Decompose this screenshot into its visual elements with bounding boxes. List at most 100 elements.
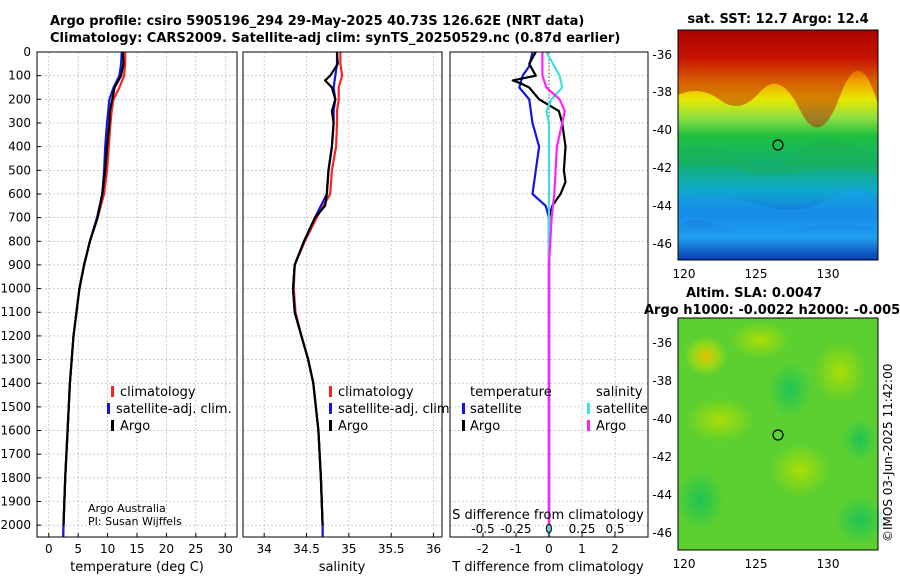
sst-map: sat. SST: 12.7 Argo: 12.4 120 125 130 -3… (652, 12, 879, 281)
y-tick-label: 0 (23, 45, 31, 59)
y-tick-label: 1800 (0, 471, 31, 485)
y-tick-label: 600 (8, 187, 31, 201)
s-difference-x-ticks: -0.5 -0.25 0 0.25 0.5 (471, 522, 624, 536)
float-position-marker (772, 429, 784, 441)
sst-ytick: -38 (652, 85, 672, 99)
header-line-2: Climatology: CARS2009. Satellite-adj cli… (50, 31, 621, 46)
x-tick-label: 35 (341, 542, 356, 556)
x-tick-label: -1 (510, 542, 522, 556)
sst-mid-band (678, 139, 878, 176)
sla-ytick: -46 (652, 526, 672, 540)
s-tick-label: 0.25 (569, 522, 596, 536)
legend-climatology-swatch (329, 386, 332, 397)
sla-xtick: 120 (673, 557, 696, 571)
legend-t-satellite-label: satellite (470, 402, 522, 417)
x-tick-label: 1 (578, 542, 586, 556)
y-tick-label: 1100 (0, 305, 31, 319)
x-tick-label: 36 (426, 542, 441, 556)
temperature-curves (62, 51, 127, 538)
y-tick-label: 1900 (0, 495, 31, 509)
legend-t-argo-label: Argo (470, 419, 500, 434)
salinity-x-label: salinity (319, 560, 366, 575)
s-tick-label: 0 (545, 522, 553, 536)
legend-argo-swatch (329, 420, 332, 431)
legend-temperature-title: temperature (470, 385, 552, 400)
series-line-argo (62, 51, 125, 526)
legend-satellite-swatch (329, 403, 332, 414)
legend-climatology-label: climatology (338, 385, 414, 400)
x-tick-label: 5 (74, 542, 82, 556)
sla-map-ticks: 120 125 130 -36 -38 -40 -42 -44 -46 (652, 336, 839, 571)
x-tick-label: 34.5 (293, 542, 320, 556)
sst-ytick: -46 (652, 237, 672, 251)
legend-t-argo-swatch (462, 420, 465, 431)
sla-xtick: 130 (817, 557, 840, 571)
legend-s-argo-label: Argo (596, 419, 626, 434)
legend-climatology-swatch (111, 386, 114, 397)
y-tick-label: 100 (8, 69, 31, 83)
sla-ytick: -42 (652, 450, 672, 464)
sst-xtick: 125 (745, 267, 768, 281)
series-line-s-argo (541, 52, 566, 526)
legend-t-satellite-swatch (462, 403, 465, 414)
difference-panel: -2 -1 0 1 2 -0.5 -0.25 0 0.25 0.5 T difference f… (449, 51, 649, 575)
y-tick-label: 800 (8, 234, 31, 248)
x-tick-label: 0 (45, 542, 53, 556)
sst-cool-band (678, 189, 878, 234)
salinity-curves (291, 51, 344, 537)
sla-xtick: 125 (745, 557, 768, 571)
x-tick-label: 30 (218, 542, 233, 556)
y-tick-label: 1300 (0, 353, 31, 367)
legend-s-satellite-label: satellite (596, 402, 648, 417)
y-tick-label: 300 (8, 116, 31, 130)
sla-map-title: Altim. SLA: 0.0047 (686, 286, 822, 301)
s-tick-label: -0.5 (471, 522, 494, 536)
sst-ytick: -36 (652, 48, 672, 62)
difference-legend: temperature satellite Argo salinity sate… (462, 385, 648, 434)
legend-salinity-title: salinity (596, 385, 643, 400)
y-tick-label: 1400 (0, 376, 31, 390)
y-tick-label: 1600 (0, 424, 31, 438)
s-difference-x-label: S difference from climatology (452, 508, 644, 523)
s-tick-label: 0.5 (605, 522, 624, 536)
temperature-x-label: temperature (deg C) (70, 560, 204, 575)
y-tick-label: 900 (8, 258, 31, 272)
sst-map-title: sat. SST: 12.7 Argo: 12.4 (687, 12, 868, 27)
sla-ytick: -36 (652, 336, 672, 350)
s-tick-label: -0.25 (500, 522, 531, 536)
sst-map-ticks: 120 125 130 -36 -38 -40 -42 -44 -46 (652, 48, 839, 281)
y-tick-label: 500 (8, 163, 31, 177)
sst-ytick: -44 (652, 199, 672, 213)
legend-satellite-label: satellite-adj. clim. (338, 402, 454, 417)
sla-map: Altim. SLA: 0.0047 Argo h1000: -0.0022 h… (644, 286, 900, 571)
depth-y-ticks: 0 100 200 300 400 500 600 700 800 900 1000 1100 1200… (0, 45, 41, 532)
float-position-marker (772, 139, 784, 151)
x-tick-label: 2 (611, 542, 619, 556)
y-tick-label: 700 (8, 211, 31, 225)
legend-satellite-swatch (107, 403, 110, 414)
x-tick-label: -2 (477, 542, 489, 556)
imos-timestamp: ©IMOS 03-Jun-2025 11:42:00 (881, 364, 895, 542)
t-difference-x-label: T difference from climatology (451, 560, 644, 575)
y-tick-label: 200 (8, 92, 31, 106)
sst-xtick: 130 (817, 267, 840, 281)
series-line-argo (291, 51, 339, 526)
sla-ytick: -38 (652, 374, 672, 388)
legend-argo-swatch (111, 420, 114, 431)
x-tick-label: 25 (188, 542, 203, 556)
annotation-argo-australia: Argo Australia (88, 502, 166, 515)
temperature-x-ticks: 0 5 10 15 20 25 30 (45, 533, 233, 556)
salinity-panel: 34 34.5 35 35.5 36 salinity climatology sate… (242, 51, 454, 575)
sst-ytick: -42 (652, 161, 672, 175)
sla-ytick: -40 (652, 412, 672, 426)
salinity-x-ticks: 34 34.5 35 35.5 36 (257, 533, 441, 556)
sla-map-subtitle: Argo h1000: -0.0022 h2000: -0.0059 (644, 303, 900, 318)
y-tick-label: 400 (8, 140, 31, 154)
sla-ytick: -44 (652, 488, 672, 502)
legend-s-argo-swatch (587, 420, 590, 431)
x-tick-label: 0 (545, 542, 553, 556)
temperature-legend: climatology satellite-adj. clim. Argo (107, 385, 232, 434)
legend-argo-label: Argo (338, 419, 368, 434)
sst-warm-front (678, 30, 878, 128)
legend-s-satellite-swatch (587, 403, 590, 414)
